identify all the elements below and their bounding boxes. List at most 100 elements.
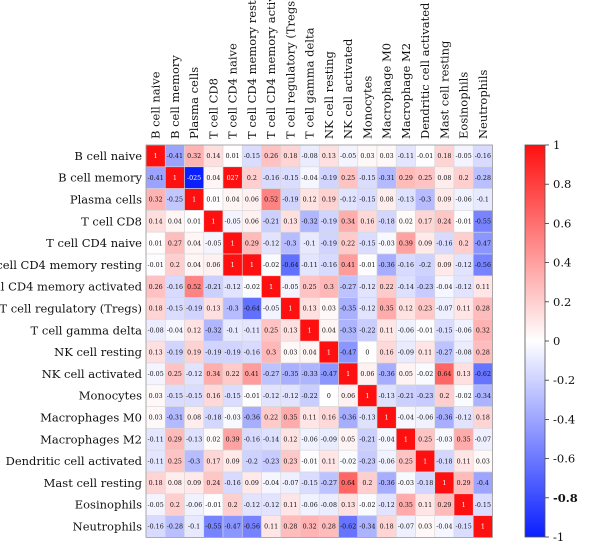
cell-value: -0.04: [302, 175, 318, 182]
cell-value: -0.32: [302, 219, 318, 226]
cell-value: -0.02: [417, 371, 433, 378]
cell-value: -0.01: [302, 458, 318, 465]
column-label: Macrophage M0: [380, 43, 394, 139]
cell-value: 1: [211, 219, 215, 226]
cell-value: -0.56: [244, 524, 260, 531]
cell-value: 0.13: [341, 502, 355, 509]
cell-value: 0.39: [399, 240, 413, 247]
cell-value: 1: [442, 480, 446, 487]
cell-value: 0.01: [206, 197, 220, 204]
cell-value: -0.15: [302, 480, 318, 487]
cell-value: -0.32: [205, 328, 221, 335]
cell-value: -0.19: [225, 349, 241, 356]
cell-value: 0.03: [476, 458, 490, 465]
cell-value: -0.06: [456, 197, 472, 204]
cell-value: 0.01: [149, 240, 163, 247]
column-labels: B cell naive B cell memory Plasma cells T c…: [149, 0, 490, 139]
cell-value: 1: [269, 284, 273, 291]
cell-value: -0.09: [398, 349, 414, 356]
row-label: Dendritic cell activated: [6, 454, 143, 468]
cell-value: 0.04: [206, 175, 220, 182]
cell-value: -0.18: [379, 219, 395, 226]
cell-value: 0.32: [303, 524, 317, 531]
cell-value: -0.34: [475, 393, 491, 400]
cell-value: 0.64: [437, 371, 451, 378]
cell-value: 0.06: [245, 197, 259, 204]
cell-value: -0.15: [359, 197, 375, 204]
cell-value: -0.18: [205, 415, 221, 422]
cell-value: 0.18: [437, 153, 451, 160]
cell-value: -0.15: [167, 393, 183, 400]
row-label: Neutrophils: [73, 520, 142, 534]
cell-value: 1: [250, 262, 254, 269]
cell-value: -0.1: [304, 240, 316, 247]
cell-value: -0.11: [398, 153, 414, 160]
cell-value: -0.14: [398, 284, 414, 291]
cell-value: 1: [346, 371, 350, 378]
cell-value: 0.13: [303, 306, 317, 313]
cell-value: 0.2: [362, 480, 372, 487]
cell-value: -0.03: [398, 480, 414, 487]
cell-value: -0.22: [302, 393, 318, 400]
cell-value: 0.16: [380, 349, 394, 356]
cell-value: 0.02: [399, 219, 413, 226]
cell-value: -0.18: [436, 458, 452, 465]
cell-value: 0.25: [418, 175, 432, 182]
cell-value: 0.04: [322, 328, 336, 335]
column-label: B cell naive: [149, 71, 163, 139]
cell-value: -0.33: [302, 371, 318, 378]
cell-value: 0.23: [418, 306, 432, 313]
cell-value: -0.06: [456, 328, 472, 335]
row-label: Macrophages M0: [40, 411, 142, 425]
cell-value: -0.12: [282, 393, 298, 400]
colorbar-tick-label: -0.4: [553, 412, 575, 426]
cell-value: 0.11: [457, 306, 471, 313]
cell-value: 0.01: [187, 219, 201, 226]
cell-value: 0.13: [283, 219, 297, 226]
cell-value: 0.52: [264, 197, 278, 204]
cell-value: 0.17: [418, 219, 432, 226]
cell-value: 0.2: [459, 175, 469, 182]
cell-value: -0.21: [205, 284, 221, 291]
cell-value: -0.06: [186, 502, 202, 509]
cell-value: 0.06: [341, 393, 355, 400]
cell-value: 0.34: [206, 371, 220, 378]
cell-value: -0.47: [340, 349, 356, 356]
cell-value: -0.04: [436, 284, 452, 291]
cell-value: -0.11: [244, 328, 260, 335]
cell-value: -025: [187, 175, 201, 182]
cell-value: 0.25: [168, 371, 182, 378]
cell-value: 0.41: [245, 371, 259, 378]
cell-value: -0.12: [456, 415, 472, 422]
cell-value: -0.15: [359, 240, 375, 247]
cell-value: 1: [231, 240, 235, 247]
cell-value: 1: [173, 175, 177, 182]
cell-value: 0.08: [437, 175, 451, 182]
cell-value: -0.07: [475, 437, 491, 444]
cell-value: 1: [154, 153, 158, 160]
row-label: T cell CD8: [81, 214, 142, 228]
cell-value: 0.09: [418, 240, 432, 247]
cell-value: 0.14: [149, 219, 163, 226]
cell-value: -0.23: [417, 284, 433, 291]
cell-value: -0.07: [398, 524, 414, 531]
cell-value: -0.33: [340, 328, 356, 335]
cell-value: 0.3: [266, 349, 276, 356]
cell-value: 0.13: [206, 306, 220, 313]
cell-value: -0.16: [436, 240, 452, 247]
cell-value: 0.25: [303, 284, 317, 291]
cell-value: 0.09: [437, 197, 451, 204]
cell-value: -0.12: [263, 393, 279, 400]
cell-value: 0.17: [206, 458, 220, 465]
cell-value: -0.19: [321, 219, 337, 226]
cell-value: -0.05: [263, 306, 279, 313]
cell-value: -0.16: [475, 153, 491, 160]
cell-value: 0.06: [360, 371, 374, 378]
colorbar-tick-label: -1: [553, 530, 564, 544]
cell-value: -0.16: [225, 480, 241, 487]
cell-value: 0.03: [149, 415, 163, 422]
cell-value: -0.05: [148, 502, 164, 509]
cell-value: 0.2: [170, 502, 180, 509]
cell-value: 0.03: [322, 306, 336, 313]
